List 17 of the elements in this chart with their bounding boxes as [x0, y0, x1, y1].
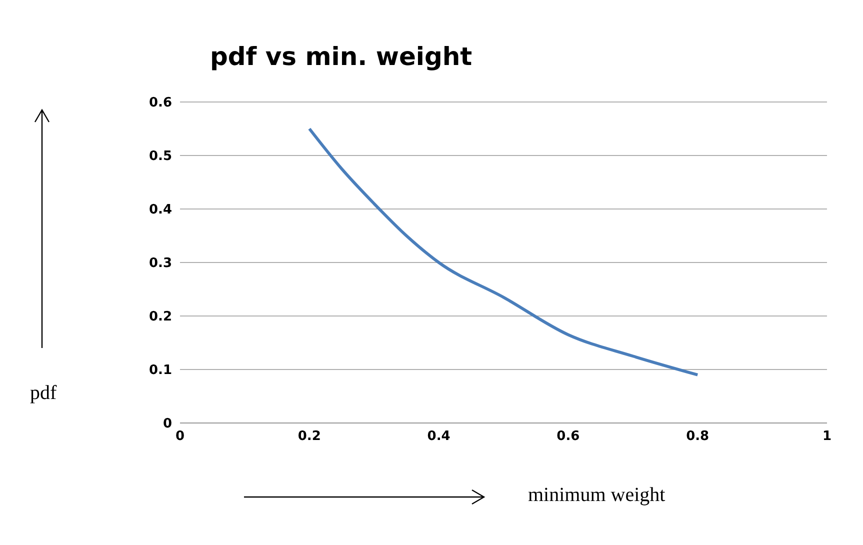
- y-tick-label: 0.3: [148, 256, 172, 272]
- y-tick-label: 0: [162, 416, 172, 432]
- line-series: [308, 127, 700, 376]
- x-tick-label: 0.2: [298, 429, 321, 444]
- y-tick-label: 0.4: [148, 202, 172, 218]
- y-tick-label: 0.2: [148, 310, 172, 325]
- x-tick-label: 1: [822, 429, 832, 444]
- y-tick-label: 0.6: [148, 96, 172, 111]
- x-axis-title: minimum weight: [528, 484, 666, 507]
- x-tick-label: 0: [175, 429, 185, 444]
- x-tick-label: 0.8: [686, 429, 710, 444]
- y-tick-label: 0.5: [148, 149, 172, 164]
- y-tick-label: 0.1: [148, 363, 172, 378]
- y-axis-title: pdf: [30, 382, 57, 405]
- x-tick-label: 0.4: [427, 429, 450, 444]
- chart-title: pdf vs min. weight: [210, 42, 472, 71]
- x-tick-label: 0.6: [556, 429, 580, 444]
